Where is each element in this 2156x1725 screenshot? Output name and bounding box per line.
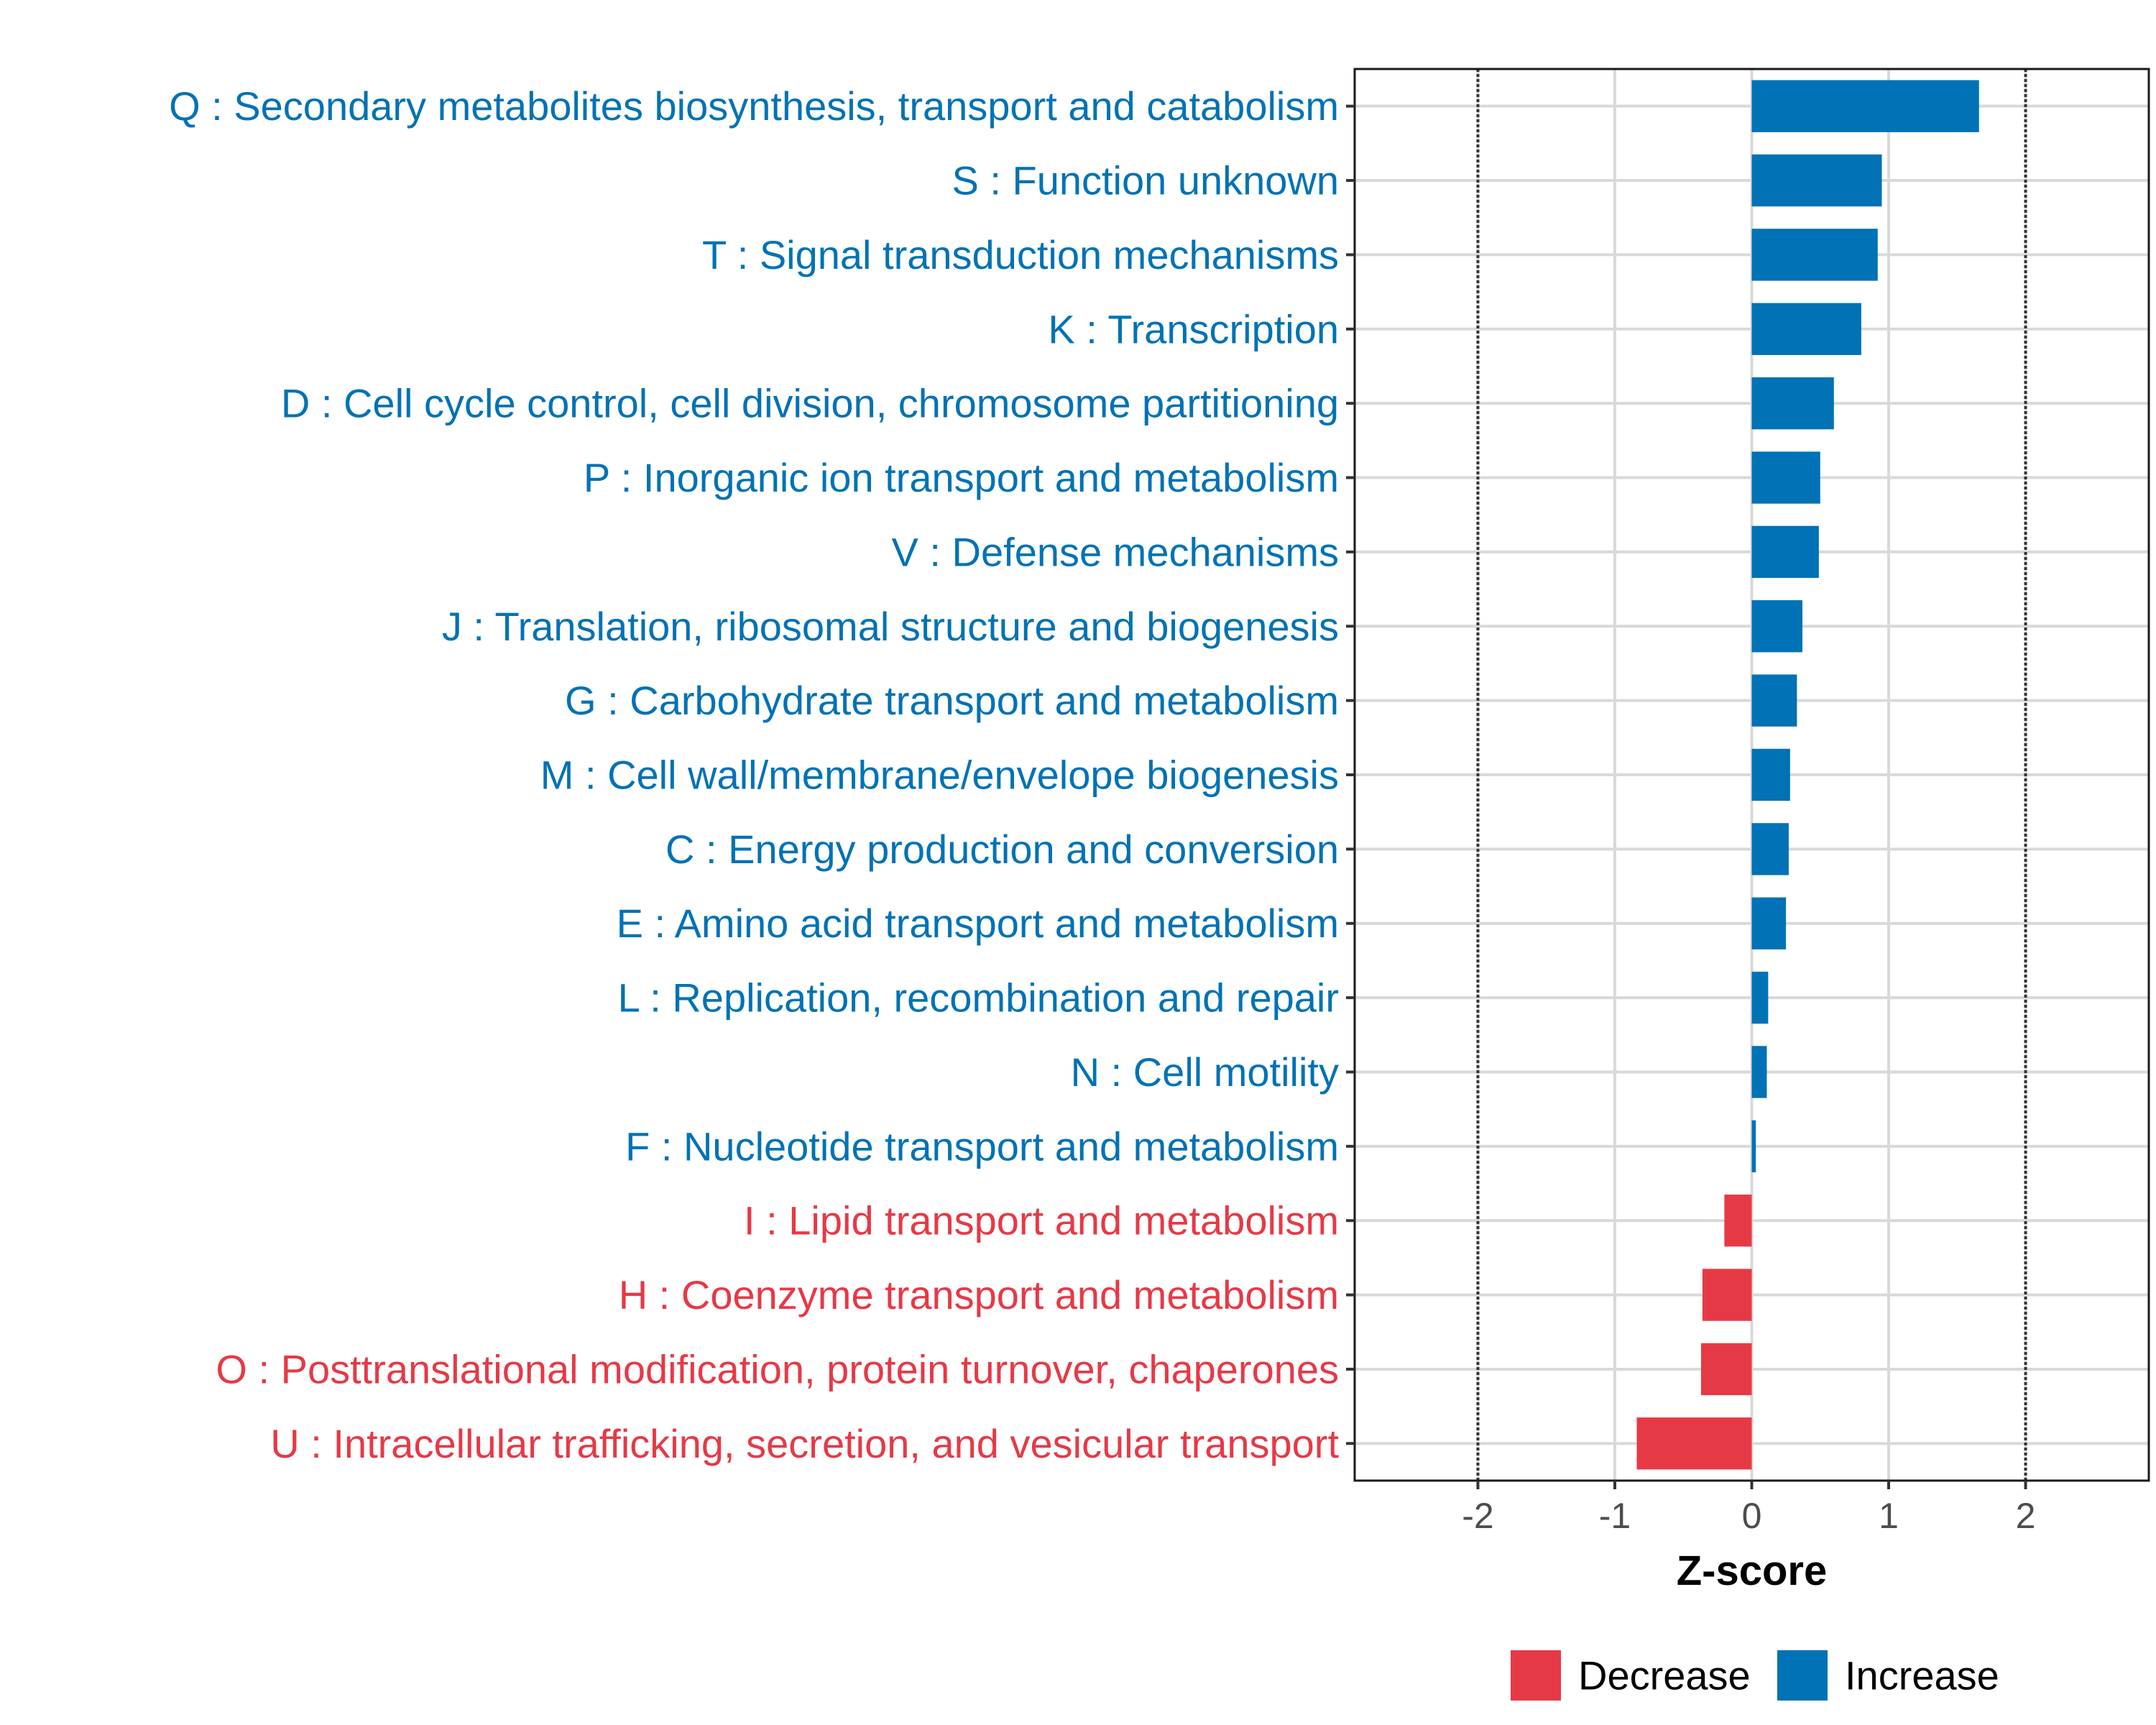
bar-11 <box>1751 897 1787 949</box>
x-tick-label-2: 0 <box>1742 1496 1762 1536</box>
legend: Decrease Increase <box>1511 1650 1999 1701</box>
y-tick-label-4: D : Cell cycle control, cell division, c… <box>281 381 1339 426</box>
bar-13 <box>1751 1046 1767 1098</box>
bar-17 <box>1701 1343 1752 1396</box>
bar-3 <box>1751 303 1861 355</box>
legend-label-decrease: Decrease <box>1578 1653 1751 1698</box>
x-axis-ticks: -2 -1 0 1 2 <box>1462 1481 2035 1536</box>
x-tick-label-3: 1 <box>1879 1496 1899 1536</box>
bar-18 <box>1636 1417 1752 1470</box>
bar-6 <box>1751 525 1819 579</box>
y-tick-label-10: C : Energy production and conversion <box>665 827 1339 872</box>
x-tick-label-1: -1 <box>1599 1496 1631 1536</box>
bar-8 <box>1751 674 1797 727</box>
y-tick-label-7: J : Translation, ribosomal structure and… <box>442 604 1339 649</box>
x-tick-label-4: 2 <box>2016 1496 2036 1536</box>
bar-4 <box>1751 377 1834 430</box>
legend-swatch-decrease <box>1511 1650 1561 1701</box>
legend-swatch-increase <box>1777 1650 1828 1701</box>
y-tick-label-11: E : Amino acid transport and metabolism <box>617 901 1339 946</box>
y-axis-ticks: Q : Secondary metabolites biosynthesis, … <box>169 83 1355 1466</box>
y-tick-label-5: P : Inorganic ion transport and metaboli… <box>584 455 1339 500</box>
y-tick-label-2: T : Signal transduction mechanisms <box>702 232 1339 277</box>
bar-9 <box>1751 748 1790 801</box>
bar-7 <box>1751 600 1802 653</box>
bar-16 <box>1702 1269 1752 1321</box>
y-tick-label-3: K : Transcription <box>1048 306 1339 351</box>
bar-15 <box>1724 1195 1752 1247</box>
y-tick-label-0: Q : Secondary metabolites biosynthesis, … <box>169 83 1339 129</box>
legend-label-increase: Increase <box>1845 1653 1999 1698</box>
y-tick-label-6: V : Defense mechanisms <box>892 529 1339 574</box>
y-tick-label-13: N : Cell motility <box>1071 1049 1339 1095</box>
y-tick-label-8: G : Carbohydrate transport and metabolis… <box>565 678 1339 723</box>
y-tick-label-18: U : Intracellular trafficking, secretion… <box>270 1421 1339 1466</box>
y-tick-label-9: M : Cell wall/membrane/envelope biogenes… <box>540 753 1339 798</box>
bar-5 <box>1751 451 1820 504</box>
bar-14 <box>1751 1120 1756 1173</box>
y-tick-label-17: O : Posttranslational modification, prot… <box>216 1346 1339 1392</box>
bar-1 <box>1751 154 1882 207</box>
bar-0 <box>1751 80 1979 132</box>
x-tick-label-0: -2 <box>1462 1496 1493 1536</box>
y-tick-label-15: I : Lipid transport and metabolism <box>744 1198 1339 1243</box>
y-tick-label-16: H : Coenzyme transport and metabolism <box>619 1272 1339 1317</box>
bar-2 <box>1751 229 1878 281</box>
y-tick-label-12: L : Replication, recombination and repai… <box>618 975 1339 1021</box>
bar-12 <box>1751 971 1769 1024</box>
x-axis-title: Z-score <box>1677 1547 1828 1594</box>
bar-10 <box>1751 823 1789 875</box>
y-tick-label-1: S : Function unknown <box>952 158 1339 203</box>
bars <box>1636 80 1979 1470</box>
reference-lines <box>1476 69 2027 1481</box>
y-tick-label-14: F : Nucleotide transport and metabolism <box>625 1123 1339 1169</box>
